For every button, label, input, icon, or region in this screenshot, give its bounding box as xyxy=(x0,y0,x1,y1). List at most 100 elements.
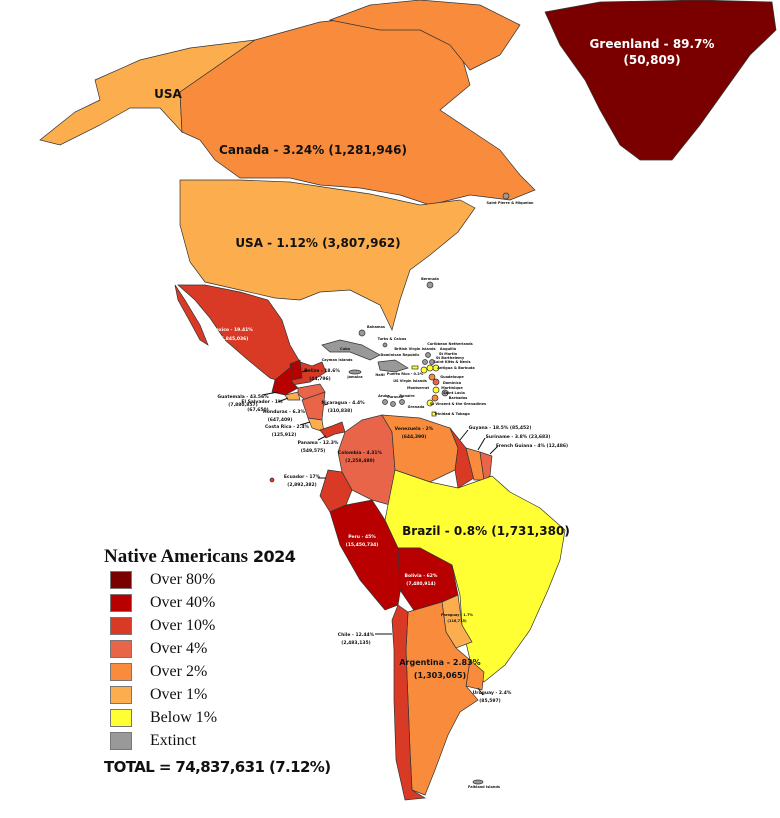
label-uruguay: Uruguay - 2.4% xyxy=(473,690,512,696)
label-st-vincent: St Vincent & the Grenadines xyxy=(430,402,486,406)
legend-title-text: Native Americans xyxy=(104,546,249,567)
label-bermuda: Bermuda xyxy=(421,277,439,281)
legend-label: Over 40% xyxy=(150,593,216,611)
legend-item-over-2: Over 2% xyxy=(104,660,304,683)
label-chile: Chile - 12.44% xyxy=(338,632,375,638)
legend-label: Below 1% xyxy=(150,708,218,726)
label-st-martin: St Martin xyxy=(439,352,458,356)
label-antigua: Antigua & Barbuda xyxy=(437,366,475,370)
label-panama: Panama - 12.3% xyxy=(298,440,339,446)
legend-swatch xyxy=(110,616,132,635)
legend-year: 2024 xyxy=(252,547,296,566)
label-cayman: Cayman Islands xyxy=(322,358,353,362)
label-curacao: Curacao xyxy=(387,395,404,399)
label-caribbean-nl: Caribbean Netherlands xyxy=(427,342,473,346)
label-venezuela: Venezuela - 2% xyxy=(395,426,434,432)
label-guyana: Guyana - 18.5% (85,452) xyxy=(469,425,532,431)
region-french-guiana[interactable] xyxy=(479,451,493,481)
label-bolivia-value: (7,480,914) xyxy=(406,581,435,587)
legend-swatch xyxy=(110,593,132,612)
label-usvi: US Virgin Islands xyxy=(393,379,427,383)
label-guatemala-value: (7,880,857) xyxy=(228,402,257,408)
region-hispaniola[interactable] xyxy=(377,359,409,373)
label-colombia: Colombia - 4.31% xyxy=(338,450,383,456)
label-bahamas: Bahamas xyxy=(367,325,385,329)
region-saint-pierre[interactable] xyxy=(502,192,510,200)
label-argentina: Argentina - 2.83% xyxy=(399,658,480,667)
label-el-salvador-value: (67,650) xyxy=(247,407,268,413)
label-bvi: British Virgin Islands xyxy=(394,347,435,351)
label-brazil: Brazil - 0.8% (1,731,380) xyxy=(402,524,570,538)
region-mexico[interactable] xyxy=(177,284,327,386)
label-dominican: Dominican Republic xyxy=(380,353,419,357)
label-martinique: Martinique xyxy=(441,386,463,390)
label-usa: USA - 1.12% (3,807,962) xyxy=(235,236,400,250)
label-dominica: Dominica xyxy=(443,381,462,385)
legend-items: Over 80% Over 40% Over 10% Over 4% Over … xyxy=(104,568,304,752)
region-greenland[interactable] xyxy=(544,0,777,161)
label-greenland-value: (50,809) xyxy=(623,53,680,67)
label-ecuador: Ecuador - 17% xyxy=(284,474,321,480)
region-puerto-rico[interactable] xyxy=(411,365,419,370)
legend-swatch xyxy=(110,662,132,681)
region-chile[interactable] xyxy=(391,604,427,801)
legend-item-over-80: Over 80% xyxy=(104,568,304,591)
legend-swatch xyxy=(110,570,132,589)
legend-label: Over 4% xyxy=(150,639,208,657)
legend-item-over-1: Over 1% xyxy=(104,683,304,706)
region-alaska[interactable] xyxy=(39,39,256,146)
region-jamaica[interactable] xyxy=(348,369,362,375)
label-guadeloupe: Guadeloupe xyxy=(440,375,464,379)
label-paraguay-value: (116,715) xyxy=(447,619,467,623)
total-label: TOTAL = 74,837,631 (7.12%) xyxy=(104,758,331,776)
label-puerto-rico: Puerto Rico - 0.2% xyxy=(387,372,424,376)
legend-item-over-10: Over 10% xyxy=(104,614,304,637)
label-bolivia: Bolivia - 62% xyxy=(405,573,438,579)
label-honduras: Honduras - 6.3% xyxy=(263,409,305,415)
region-canada-arctic-islands xyxy=(328,0,521,71)
label-belize-value: (44,796) xyxy=(309,376,330,382)
label-guatemala: Guatemala - 43.56% xyxy=(217,394,269,400)
region-falklands[interactable] xyxy=(472,779,484,785)
label-peru: Peru - 45% xyxy=(348,534,376,540)
legend-swatch xyxy=(110,731,132,750)
label-haiti: Haiti xyxy=(375,373,384,377)
caribbean-islands xyxy=(269,192,510,483)
label-aruba: Aruba xyxy=(378,394,390,398)
label-montserrat: Montserrat xyxy=(407,386,429,390)
label-argentina-value: (1,303,065) xyxy=(414,671,466,680)
label-mexico: Mexico - 19.41% xyxy=(211,327,253,333)
label-canada: Canada - 3.24% (1,281,946) xyxy=(219,143,407,157)
label-colombia-value: (2,258,480) xyxy=(345,458,374,464)
region-panama[interactable] xyxy=(319,421,346,439)
label-falklands: Falkland Islands xyxy=(468,785,500,789)
legend-item-over-4: Over 4% xyxy=(104,637,304,660)
label-paraguay: Paraguay - 1.7% xyxy=(441,613,474,617)
region-bermuda[interactable] xyxy=(426,281,434,289)
label-anguilla: Anguilla xyxy=(440,347,457,351)
label-chile-value: (2,483,135) xyxy=(341,640,370,646)
legend-label: Over 1% xyxy=(150,685,208,703)
label-alaska: USA xyxy=(154,87,182,101)
label-belize: Belize - 18.6% xyxy=(304,368,340,374)
label-suriname: Suriname - 3.8% (23,683) xyxy=(486,434,551,440)
label-uruguay-value: (85,597) xyxy=(479,698,500,704)
label-jamaica: Jamaica xyxy=(346,375,363,379)
label-costa-rica: Costa Rica - 2.4% xyxy=(265,424,310,430)
region-bahamas[interactable] xyxy=(358,329,366,337)
legend-swatch xyxy=(110,639,132,658)
legend-title: Native Americans 2024 xyxy=(104,546,304,568)
label-nicaragua: Nicaragua - 4.4% xyxy=(321,400,365,406)
label-cuba: Cuba xyxy=(340,347,351,351)
label-st-barth: St Barthelemy xyxy=(436,356,465,360)
region-turks[interactable] xyxy=(382,342,388,348)
label-grenada: Grenada xyxy=(408,405,425,409)
region-usa[interactable] xyxy=(179,179,476,332)
label-kitts: Saint Kitts & Nevis xyxy=(433,360,470,364)
region-cuba[interactable] xyxy=(321,339,381,361)
label-nicaragua-value: (310,838) xyxy=(328,408,353,414)
region-mexico-baja xyxy=(174,284,209,346)
label-honduras-value: (647,409) xyxy=(268,417,293,423)
legend: Native Americans 2024 Over 80% Over 40% … xyxy=(104,546,331,776)
